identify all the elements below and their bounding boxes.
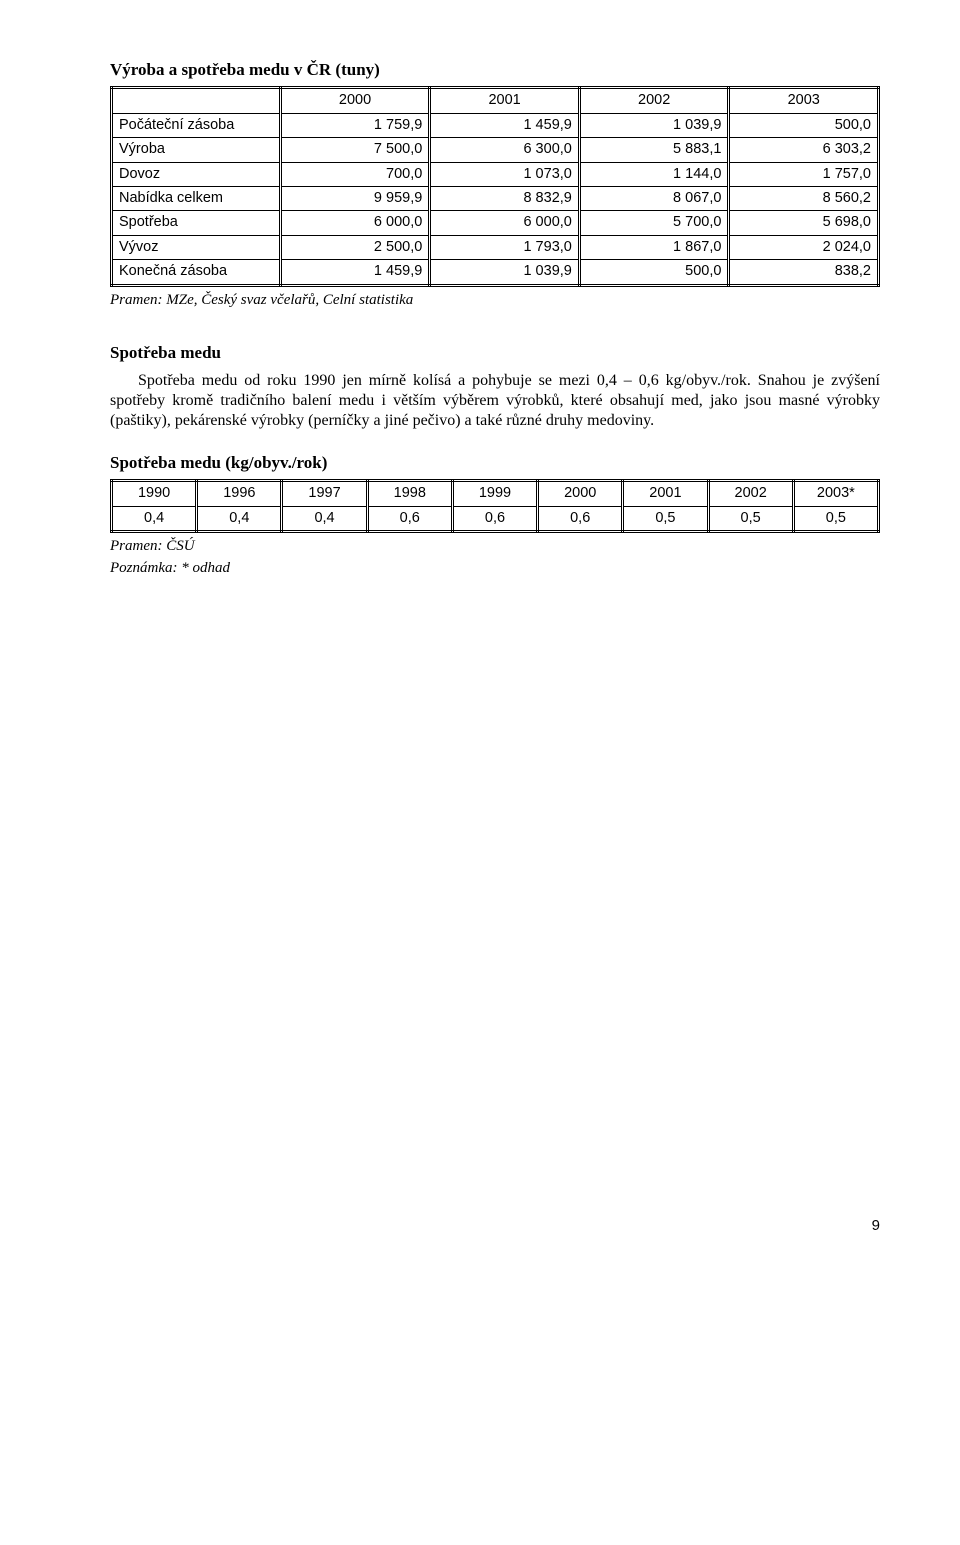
table1-row: Nabídka celkem 9 959,9 8 832,9 8 067,0 8… [112, 186, 879, 210]
table2-header-row: 1990 1996 1997 1998 1999 2000 2001 2002 … [112, 481, 879, 506]
table1-header-row: 2000 2001 2002 2003 [112, 88, 879, 113]
table2-h: 1996 [197, 481, 282, 506]
table2-cell: 0,5 [708, 506, 793, 531]
table1-cell: 1 459,9 [430, 113, 580, 137]
table2-cell: 0,5 [793, 506, 878, 531]
table1: 2000 2001 2002 2003 Počáteční zásoba 1 7… [110, 86, 880, 286]
table1-rowlabel: Konečná zásoba [112, 260, 281, 285]
table1-rowlabel: Výroba [112, 138, 281, 162]
table2-h: 2000 [538, 481, 623, 506]
table2-cell: 0,4 [282, 506, 367, 531]
table1-cell: 6 300,0 [430, 138, 580, 162]
table1-row: Výroba 7 500,0 6 300,0 5 883,1 6 303,2 [112, 138, 879, 162]
table1-cell: 7 500,0 [280, 138, 430, 162]
table1-row: Dovoz 700,0 1 073,0 1 144,0 1 757,0 [112, 162, 879, 186]
table2-title: Spotřeba medu (kg/obyv./rok) [110, 453, 880, 473]
table1-h2: 2001 [430, 88, 580, 113]
table1-cell: 1 759,9 [280, 113, 430, 137]
table2-cell: 0,5 [623, 506, 708, 531]
table1-cell: 6 000,0 [430, 211, 580, 235]
table1-cell: 500,0 [579, 260, 729, 285]
table1-source: Pramen: MZe, Český svaz včelařů, Celní s… [110, 291, 880, 309]
table1-title: Výroba a spotřeba medu v ČR (tuny) [110, 60, 880, 80]
table1-cell: 1 039,9 [430, 260, 580, 285]
table2-cell: 0,4 [197, 506, 282, 531]
table1-cell: 6 303,2 [729, 138, 879, 162]
table1-rowlabel: Počáteční zásoba [112, 113, 281, 137]
table1-rowlabel: Dovoz [112, 162, 281, 186]
table1-cell: 1 144,0 [579, 162, 729, 186]
table1-cell: 1 073,0 [430, 162, 580, 186]
table1-cell: 2 500,0 [280, 235, 430, 259]
table1-row: Konečná zásoba 1 459,9 1 039,9 500,0 838… [112, 260, 879, 285]
table1-cell: 500,0 [729, 113, 879, 137]
table2-cell: 0,6 [367, 506, 452, 531]
table2-h: 2001 [623, 481, 708, 506]
table1-cell: 1 039,9 [579, 113, 729, 137]
table1-cell: 1 459,9 [280, 260, 430, 285]
table1-cell: 838,2 [729, 260, 879, 285]
table1-h4: 2003 [729, 88, 879, 113]
table2-cell: 0,4 [112, 506, 197, 531]
section-heading: Spotřeba medu [110, 343, 880, 363]
table1-h1: 2000 [280, 88, 430, 113]
table1-cell: 9 959,9 [280, 186, 430, 210]
table1-row: Spotřeba 6 000,0 6 000,0 5 700,0 5 698,0 [112, 211, 879, 235]
table2-cell: 0,6 [538, 506, 623, 531]
table1-cell: 8 832,9 [430, 186, 580, 210]
table2-source: Pramen: ČSÚ [110, 537, 880, 555]
table2-h: 2002 [708, 481, 793, 506]
table1-cell: 6 000,0 [280, 211, 430, 235]
table1-h0 [112, 88, 281, 113]
table2-row: 0,4 0,4 0,4 0,6 0,6 0,6 0,5 0,5 0,5 [112, 506, 879, 531]
table1-cell: 700,0 [280, 162, 430, 186]
table1-cell: 1 757,0 [729, 162, 879, 186]
table1-cell: 2 024,0 [729, 235, 879, 259]
table1-cell: 8 560,2 [729, 186, 879, 210]
table1-rowlabel: Vývoz [112, 235, 281, 259]
table1-row: Počáteční zásoba 1 759,9 1 459,9 1 039,9… [112, 113, 879, 137]
table2-note: Poznámka: * odhad [110, 559, 880, 577]
table2-h: 1998 [367, 481, 452, 506]
table2-h: 2003* [793, 481, 878, 506]
page-number: 9 [110, 1217, 880, 1235]
table1-cell: 5 700,0 [579, 211, 729, 235]
table2: 1990 1996 1997 1998 1999 2000 2001 2002 … [110, 479, 880, 533]
table1-cell: 5 698,0 [729, 211, 879, 235]
table1-h3: 2002 [579, 88, 729, 113]
table1-cell: 1 867,0 [579, 235, 729, 259]
table1-cell: 8 067,0 [579, 186, 729, 210]
table1-cell: 5 883,1 [579, 138, 729, 162]
paragraph: Spotřeba medu od roku 1990 jen mírně kol… [110, 371, 880, 431]
table1-rowlabel: Spotřeba [112, 211, 281, 235]
table2-h: 1990 [112, 481, 197, 506]
table2-h: 1999 [452, 481, 537, 506]
table1-row: Vývoz 2 500,0 1 793,0 1 867,0 2 024,0 [112, 235, 879, 259]
table1-cell: 1 793,0 [430, 235, 580, 259]
table2-h: 1997 [282, 481, 367, 506]
table1-rowlabel: Nabídka celkem [112, 186, 281, 210]
table2-cell: 0,6 [452, 506, 537, 531]
